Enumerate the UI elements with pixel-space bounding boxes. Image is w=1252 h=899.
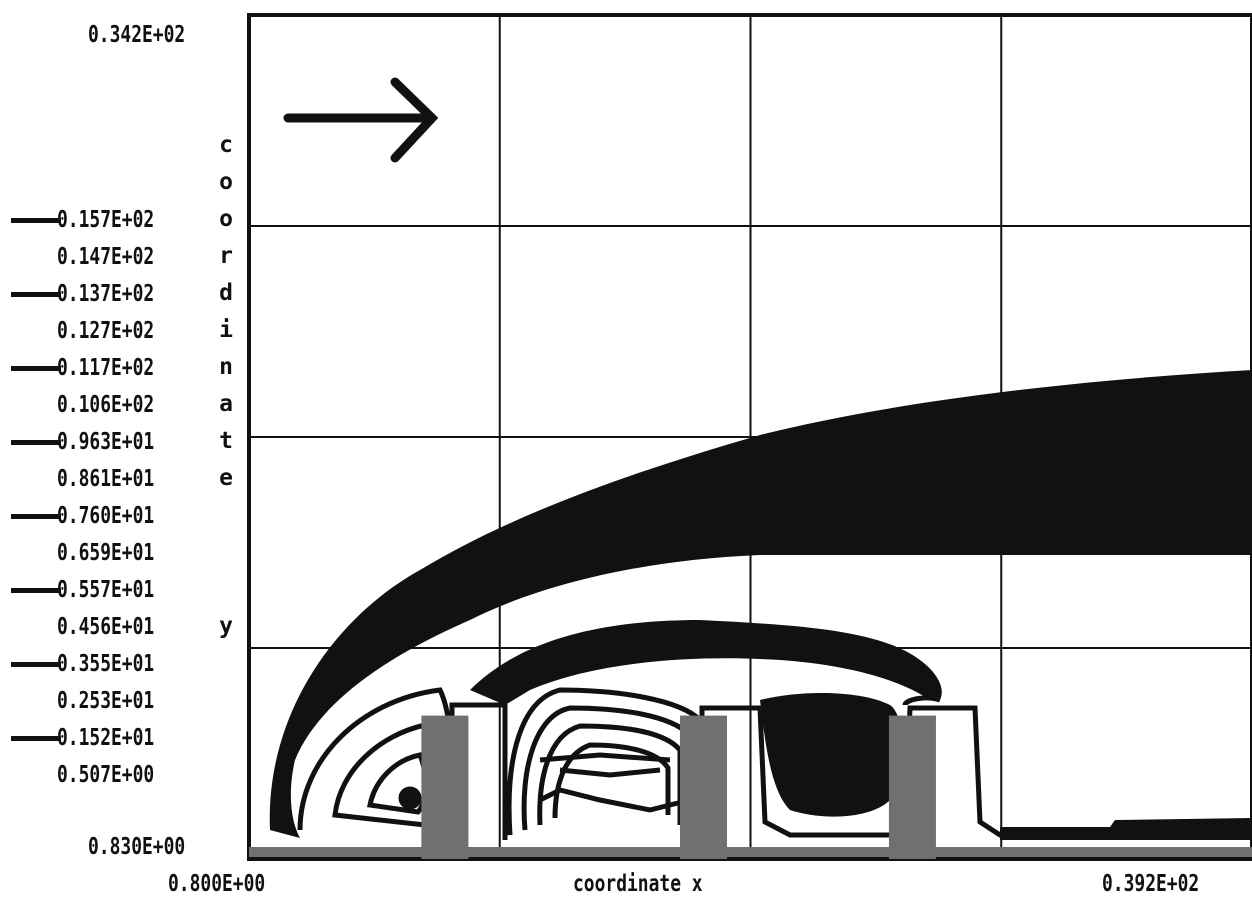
- y-axis-title-letter: n: [219, 354, 233, 380]
- vortex-core: [398, 786, 422, 810]
- bottom-wall: [249, 847, 1252, 857]
- legend-swatch: [11, 440, 61, 445]
- cavity-line-5: [538, 787, 691, 813]
- y-axis-title-letter: a: [219, 391, 233, 417]
- y-axis-min-label: 0.830E+00: [88, 834, 186, 860]
- obstacle-block-3: [888, 715, 936, 859]
- legend-swatch: [11, 292, 61, 297]
- legend-level-label: 0.760E+01: [57, 503, 155, 529]
- legend-level-label: 0.106E+02: [57, 392, 155, 418]
- legend-level-label: 0.557E+01: [57, 577, 155, 603]
- legend-level-label: 0.152E+01: [57, 725, 155, 751]
- legend-level-label: 0.253E+01: [57, 688, 155, 714]
- legend-level-label: 0.117E+02: [57, 355, 155, 381]
- legend-swatch: [11, 366, 61, 371]
- obstacles: [421, 715, 936, 859]
- legend-level-label: 0.963E+01: [57, 429, 155, 455]
- legend-level-label: 0.355E+01: [57, 651, 155, 677]
- flow-arrow-icon: [283, 77, 439, 163]
- x-axis-min-label: 0.800E+00: [168, 871, 266, 897]
- legend-level-label: 0.157E+02: [57, 207, 155, 233]
- obstacle-block-2: [679, 715, 727, 859]
- y-axis-title-letter: i: [219, 317, 233, 343]
- y-axis-title-letter: y: [219, 613, 233, 639]
- y-axis-title-letter: d: [219, 280, 233, 306]
- y-axis-title-letter: r: [219, 243, 233, 269]
- legend-swatch: [11, 588, 61, 593]
- y-axis-title-letter: o: [219, 206, 233, 232]
- contour-band-cavity: [760, 693, 902, 817]
- legend-swatch: [11, 662, 61, 667]
- legend-level-label: 0.137E+02: [57, 281, 155, 307]
- cavity-line-6: [559, 767, 661, 778]
- legend-level-label: 0.127E+02: [57, 318, 155, 344]
- legend-level-label: 0.507E+00: [57, 762, 155, 788]
- y-axis-title-letter: t: [219, 428, 233, 454]
- legend-swatch: [11, 736, 61, 741]
- obstacle-block-1: [421, 715, 469, 859]
- flow-upper-edge: [902, 695, 941, 707]
- legend-level-label: 0.147E+02: [57, 244, 155, 270]
- x-axis-max-label: 0.392E+02: [1102, 871, 1200, 897]
- x-axis-title: coordinate x: [573, 871, 703, 897]
- legend-level-label: 0.659E+01: [57, 540, 155, 566]
- cavity-line-7: [539, 752, 671, 763]
- cavity-line-3: [537, 723, 683, 826]
- y-axis-title-letter: e: [219, 465, 233, 491]
- cavity-line-1: [506, 687, 703, 840]
- contour-band-middle: [470, 620, 942, 705]
- contour-band-outer: [269, 370, 1252, 838]
- legend-swatch: [11, 514, 61, 519]
- y-axis-title-letter: o: [219, 169, 233, 195]
- legend-level-label: 0.861E+01: [57, 466, 155, 492]
- legend-level-label: 0.456E+01: [57, 614, 155, 640]
- cavity-line-2: [521, 705, 693, 832]
- legend-swatch: [11, 218, 61, 223]
- y-axis-title-letter: c: [219, 132, 233, 158]
- y-axis-max-label: 0.342E+02: [88, 22, 186, 48]
